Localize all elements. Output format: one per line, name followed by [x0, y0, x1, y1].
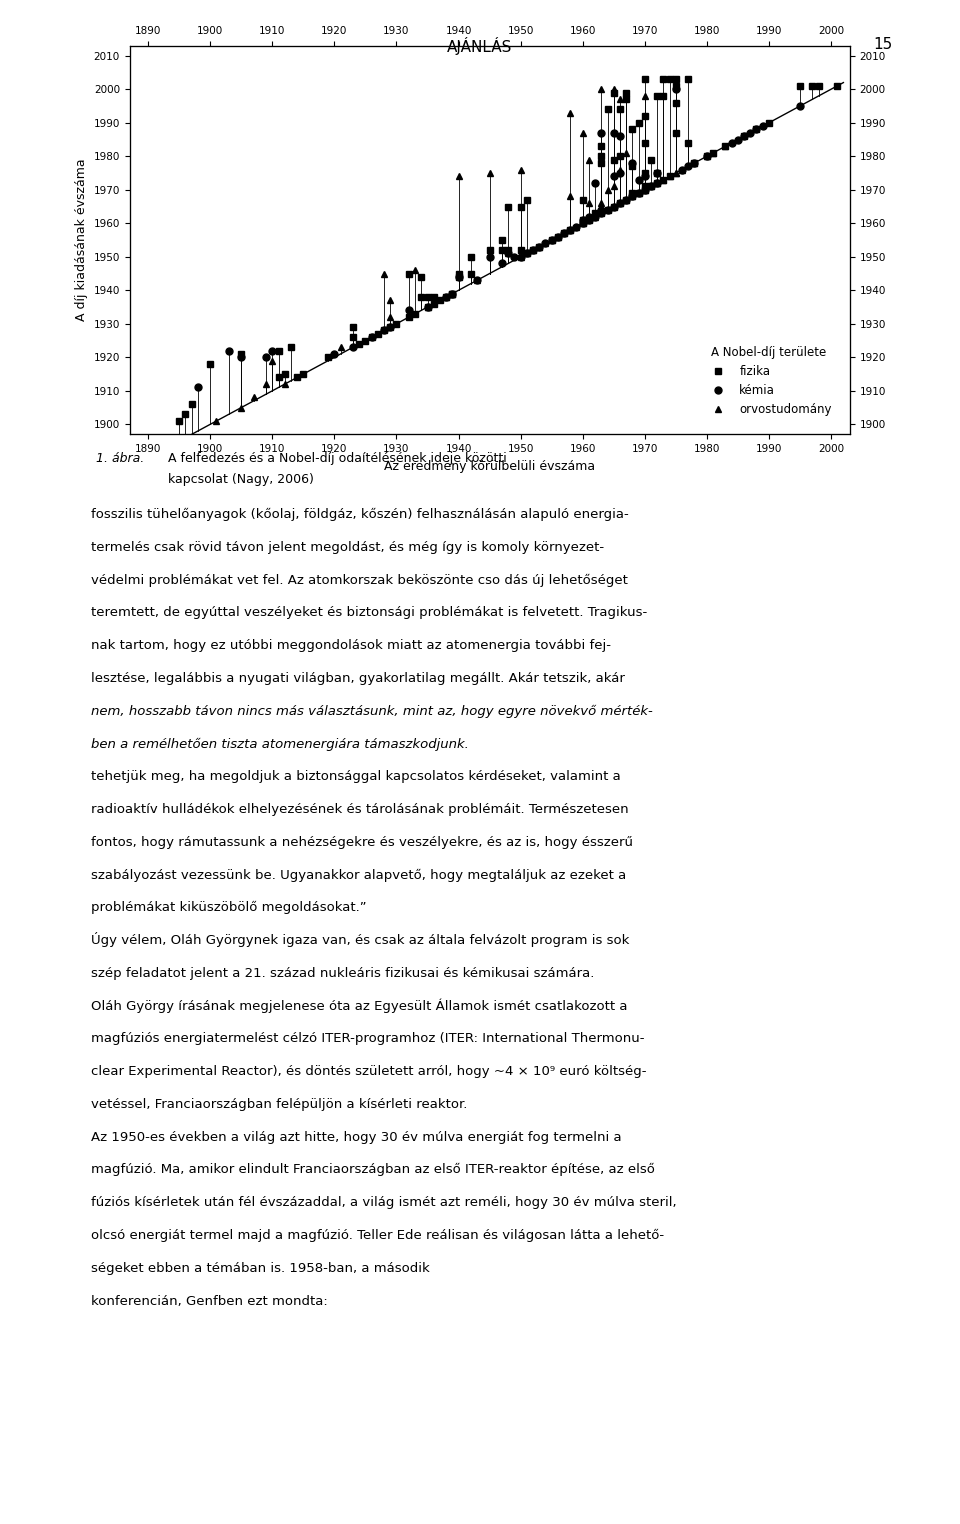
Text: 1. ábra.: 1. ábra.	[96, 451, 144, 465]
Text: 15: 15	[874, 37, 893, 52]
Text: fontos, hogy rámutassunk a nehézségekre és veszélyekre, és az is, hogy ésszerű: fontos, hogy rámutassunk a nehézségekre …	[91, 835, 634, 849]
Text: tehetjük meg, ha megoldjuk a biztonsággal kapcsolatos kérdéseket, valamint a: tehetjük meg, ha megoldjuk a biztonságga…	[91, 770, 621, 783]
Text: clear Experimental Reactor), és döntés született arról, hogy ~4 × 10⁹ euró költs: clear Experimental Reactor), és döntés s…	[91, 1065, 647, 1077]
X-axis label: Az eredmény körülbelüli évszáma: Az eredmény körülbelüli évszáma	[384, 460, 595, 472]
Text: nem, hosszabb távon nincs más választásunk, mint az, hogy egyre növekvő mérték-: nem, hosszabb távon nincs más választásu…	[91, 704, 653, 718]
Text: védelmi problémákat vet fel. Az atomkorszak beköszönte cso dás új lehetőséget: védelmi problémákat vet fel. Az atomkors…	[91, 573, 628, 587]
Text: nak tartom, hogy ez utóbbi meggondolások miatt az atomenergia további fej-: nak tartom, hogy ez utóbbi meggondolások…	[91, 639, 612, 652]
Text: magfúziós energiatermelést célzó ITER-programhoz (ITER: International Thermonu-: magfúziós energiatermelést célzó ITER-pr…	[91, 1032, 645, 1045]
Text: olcsó energiát termel majd a magfúzió. Teller Ede reálisan és világosan látta a : olcsó energiát termel majd a magfúzió. T…	[91, 1228, 664, 1242]
Text: magfúzió. Ma, amikor elindult Franciaországban az első ITER-reaktor építése, az : magfúzió. Ma, amikor elindult Franciaors…	[91, 1163, 655, 1177]
Y-axis label: A díj kiadásának évszáma: A díj kiadásának évszáma	[75, 158, 88, 322]
Text: konferencián, Genfben ezt mondta:: konferencián, Genfben ezt mondta:	[91, 1294, 328, 1308]
Text: ségeket ebben a témában is. 1958-ban, a második: ségeket ebben a témában is. 1958-ban, a …	[91, 1262, 434, 1274]
Text: ben a remélhetően tiszta atomenergiára támaszkodjunk.: ben a remélhetően tiszta atomenergiára t…	[91, 738, 469, 750]
Text: szabályozást vezessünk be. Ugyanakkor alapvető, hogy megtaláljuk az ezeket a: szabályozást vezessünk be. Ugyanakkor al…	[91, 869, 627, 881]
Text: fúziós kísérletek után fél évszázaddal, a világ ismét azt reméli, hogy 30 év múl: fúziós kísérletek után fél évszázaddal, …	[91, 1196, 677, 1209]
Text: vetéssel, Franciaországban felépüljön a kísérleti reaktor.: vetéssel, Franciaországban felépüljön a …	[91, 1097, 468, 1111]
Text: problémákat kiküszöbölő megoldásokat.”: problémákat kiküszöbölő megoldásokat.”	[91, 901, 367, 914]
Text: AJÁNLÁS: AJÁNLÁS	[447, 37, 513, 55]
Text: kapcsolat (Nagy, 2006): kapcsolat (Nagy, 2006)	[168, 472, 314, 486]
Text: Oláh György írásának megjelenese óta az Egyesült Államok ismét csatlakozott a: Oláh György írásának megjelenese óta az …	[91, 998, 628, 1012]
Text: Úgy vélem, Oláh Györgynek igaza van, és csak az általa felvázolt program is sok: Úgy vélem, Oláh Györgynek igaza van, és …	[91, 933, 630, 946]
Legend: fizika, kémia, orvostudomány: fizika, kémia, orvostudomány	[702, 341, 836, 421]
Text: termelés csak rövid távon jelent megoldást, és még így is komoly környezet-: termelés csak rövid távon jelent megoldá…	[91, 541, 605, 553]
Text: teremtett, de egyúttal veszélyeket és biztonsági problémákat is felvetett. Tragi: teremtett, de egyúttal veszélyeket és bi…	[91, 607, 647, 619]
Text: Az 1950-es években a világ azt hitte, hogy 30 év múlva energiát fog termelni a: Az 1950-es években a világ azt hitte, ho…	[91, 1131, 622, 1143]
Text: radioaktív hulládékok elhelyezésének és tárolásának problémáit. Természetesen: radioaktív hulládékok elhelyezésének és …	[91, 803, 629, 815]
Text: szép feladatot jelent a 21. század nukleáris fizikusai és kémikusai számára.: szép feladatot jelent a 21. század nukle…	[91, 966, 594, 980]
Text: A felfedezés és a Nobel-díj odaítélésének ideje közötti: A felfedezés és a Nobel-díj odaítéléséne…	[168, 451, 507, 465]
Text: lesztése, legalábbis a nyugati világban, gyakorlatilag megállt. Akár tetszik, ak: lesztése, legalábbis a nyugati világban,…	[91, 672, 625, 684]
Text: fosszilis tühelőanyagok (kőolaj, földgáz, kőszén) felhasználásán alapuló energia: fosszilis tühelőanyagok (kőolaj, földgáz…	[91, 507, 629, 521]
